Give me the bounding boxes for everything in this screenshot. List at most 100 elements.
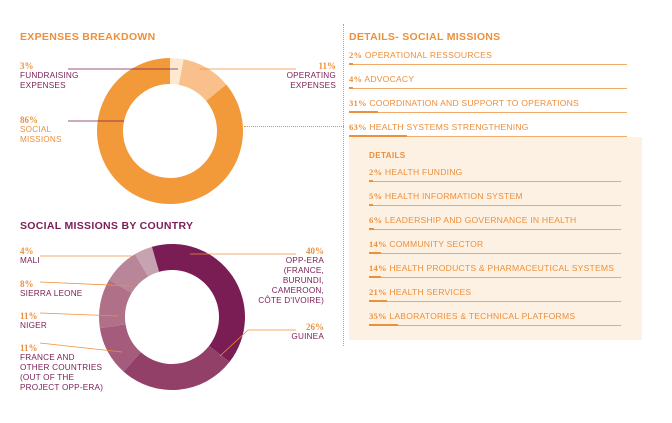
opp-line1: OPP-ERA (285, 256, 324, 265)
sub-detail-pct: 14% (369, 239, 387, 249)
opp-line5: CÔTE D'IVOIRE) (258, 296, 324, 305)
sub-detail-bar (369, 228, 375, 230)
guinea-text: GUINEA (291, 332, 324, 341)
detail-baseline (349, 112, 627, 113)
opp-line4: CAMEROON, (271, 286, 324, 295)
detail-label: HEALTH SYSTEMS STRENGTHENING (366, 122, 529, 132)
sub-detail-row: 5% HEALTH INFORMATION SYSTEM (369, 191, 523, 201)
slice-sierra-leone (109, 254, 149, 293)
sierra-text: SIERRA LEONE (20, 289, 83, 298)
label-niger: 11% NIGER (20, 311, 47, 331)
details-title: DETAILS- SOCIAL MISSIONS (349, 31, 501, 43)
sub-detail-row: 14% HEALTH PRODUCTS & PHARMACEUTICAL SYS… (369, 263, 614, 273)
label-opp: 40% OPP-ERA (FRANCE, BURUNDI, CAMEROON, … (230, 246, 324, 306)
sub-detail-bar (369, 252, 381, 254)
slice-social-missions (96, 58, 243, 204)
sub-detail-baseline (369, 253, 621, 254)
social-pct: 86% (20, 115, 38, 125)
sub-detail-pct: 21% (369, 287, 387, 297)
label-guinea: 26% GUINEA (250, 322, 324, 342)
mali-text: MALI (20, 256, 40, 265)
leader-lines (39, 68, 296, 357)
detail-bar (349, 63, 353, 65)
detail-label: ADVOCACY (362, 74, 415, 84)
sub-detail-baseline (369, 181, 621, 182)
sierra-pct: 8% (20, 279, 34, 289)
france-line4: PROJECT OPP-ERA) (20, 383, 104, 392)
sub-detail-pct: 14% (369, 263, 387, 273)
slice-niger (99, 279, 132, 329)
detail-row: 2% OPERATIONAL RESSOURCES (349, 50, 492, 60)
france-line3: (OUT OF THE (20, 373, 75, 382)
detail-row: 63% HEALTH SYSTEMS STRENGTHENING (349, 122, 529, 132)
sub-detail-label: LEADERSHIP AND GOVERNANCE IN HEALTH (382, 215, 577, 225)
sub-detail-bar (369, 204, 374, 206)
detail-pct: 31% (349, 98, 367, 108)
social-line2: MISSIONS (20, 135, 62, 144)
sub-detail-row: 35% LABORATORIES & TECHNICAL PLATFORMS (369, 311, 575, 321)
sub-detail-baseline (369, 325, 621, 326)
leader-guinea (219, 329, 249, 357)
detail-row: 31% COORDINATION AND SUPPORT TO OPERATIO… (349, 98, 579, 108)
sub-detail-pct: 5% (369, 191, 383, 201)
sub-detail-bar (369, 180, 373, 182)
label-social: 86% SOCIAL MISSIONS (20, 115, 62, 145)
detail-baseline (349, 64, 627, 65)
slice-opp-era (151, 243, 245, 362)
france-pct: 11% (20, 343, 38, 353)
details-sub-panel (349, 137, 642, 340)
france-line1: FRANCE AND (20, 353, 75, 362)
detail-bar (349, 135, 408, 137)
label-fundraising: 3% FUNDRAISING EXPENSES (20, 61, 79, 91)
sub-detail-label: HEALTH PRODUCTS & PHARMACEUTICAL SYSTEMS (386, 263, 615, 273)
detail-pct: 2% (349, 50, 363, 60)
slice-guinea (123, 345, 230, 390)
detail-baseline (349, 88, 627, 89)
opp-pct: 40% (306, 246, 324, 256)
niger-pct: 11% (20, 311, 38, 321)
sub-detail-bar (369, 300, 387, 302)
leader-niger (39, 312, 119, 317)
expenses-title: EXPENSES BREAKDOWN (20, 31, 156, 43)
slice-operating (178, 59, 227, 102)
sub-detail-bar (369, 276, 381, 278)
leader-france (39, 342, 123, 353)
expenses-donut (96, 58, 243, 204)
sub-detail-label: HEALTH FUNDING (382, 167, 463, 177)
fundraising-pct: 3% (20, 61, 34, 71)
detail-pct: 4% (349, 74, 363, 84)
niger-text: NIGER (20, 321, 47, 330)
detail-label: COORDINATION AND SUPPORT TO OPERATIONS (366, 98, 579, 108)
fundraising-line1: FUNDRAISING (20, 71, 79, 80)
sub-detail-row: 2% HEALTH FUNDING (369, 167, 463, 177)
slice-fundraising (170, 58, 184, 85)
divider-vertical (343, 24, 344, 346)
opp-line3: BURUNDI, (282, 276, 324, 285)
sub-detail-baseline (369, 229, 621, 230)
sub-detail-bar (369, 324, 399, 326)
mali-pct: 4% (20, 246, 34, 256)
sub-detail-label: COMMUNITY SECTOR (386, 239, 484, 249)
connector-dotted (244, 126, 344, 127)
label-mali: 4% MALI (20, 246, 40, 266)
detail-row: 4% ADVOCACY (349, 74, 414, 84)
guinea-pct: 26% (306, 322, 324, 332)
operating-line1: OPERATING (286, 71, 336, 80)
opp-line2: (FRANCE, (283, 266, 324, 275)
detail-baseline (349, 136, 627, 137)
france-line2: OTHER COUNTRIES (20, 363, 103, 372)
label-sierra: 8% SIERRA LEONE (20, 279, 82, 299)
sub-detail-label: HEALTH INFORMATION SYSTEM (382, 191, 523, 201)
country-donut (99, 243, 245, 390)
detail-pct: 63% (349, 122, 367, 132)
label-operating: 11% OPERATING EXPENSES (240, 61, 336, 91)
sub-detail-baseline (369, 277, 621, 278)
detail-bar (349, 111, 378, 113)
detail-label: OPERATIONAL RESSOURCES (362, 50, 493, 60)
sub-detail-baseline (369, 205, 621, 206)
fundraising-line2: EXPENSES (20, 81, 66, 90)
label-france: 11% FRANCE AND OTHER COUNTRIES (OUT OF T… (20, 343, 103, 393)
leader-sierra (39, 281, 133, 287)
operating-pct: 11% (318, 61, 336, 71)
